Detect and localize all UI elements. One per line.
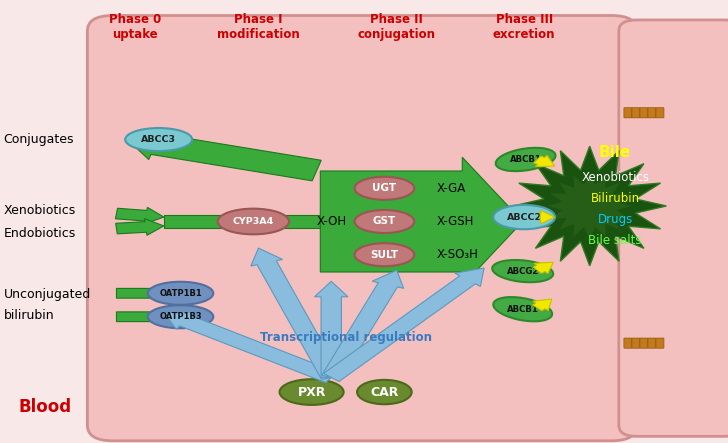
Text: ABCC3: ABCC3 [141,135,176,144]
Polygon shape [116,285,200,301]
FancyBboxPatch shape [632,338,640,348]
Text: Bile salts: Bile salts [588,233,642,247]
Polygon shape [164,312,337,383]
Text: Transcriptional regulation: Transcriptional regulation [260,331,432,344]
Text: Phase III
excretion: Phase III excretion [493,13,555,41]
Polygon shape [323,268,484,381]
Text: Xenobiotics: Xenobiotics [4,204,76,217]
Text: Phase I
modification: Phase I modification [217,13,300,41]
FancyBboxPatch shape [624,108,632,118]
FancyBboxPatch shape [640,108,648,118]
Ellipse shape [355,210,414,233]
Text: Phase II
conjugation: Phase II conjugation [357,13,436,41]
Polygon shape [127,129,321,181]
Text: X-GA: X-GA [437,182,466,195]
FancyBboxPatch shape [648,108,656,118]
Text: UGT: UGT [372,183,397,193]
Polygon shape [533,262,553,274]
Polygon shape [164,215,320,228]
Text: ABCB1: ABCB1 [510,155,542,164]
Text: X-OH: X-OH [317,215,347,228]
Text: bilirubin: bilirubin [4,309,55,322]
Polygon shape [322,270,403,380]
Polygon shape [534,155,555,167]
Text: Blood: Blood [18,398,71,416]
Polygon shape [314,281,348,377]
Text: Endobiotics: Endobiotics [4,227,76,241]
Ellipse shape [355,243,414,266]
Text: CAR: CAR [371,385,398,399]
Text: OATP1B1: OATP1B1 [159,289,202,298]
FancyBboxPatch shape [619,20,728,436]
Ellipse shape [355,177,414,200]
FancyBboxPatch shape [87,16,637,441]
FancyBboxPatch shape [640,338,648,348]
Ellipse shape [494,297,552,321]
Ellipse shape [492,260,553,282]
Text: Xenobiotics: Xenobiotics [581,171,649,184]
Text: SULT: SULT [371,250,398,260]
Text: OATP1B3: OATP1B3 [159,312,202,321]
Text: Bilirubin: Bilirubin [590,192,640,205]
Text: Drugs: Drugs [598,213,633,226]
Text: Bile: Bile [599,145,631,160]
Polygon shape [513,146,666,266]
Ellipse shape [148,282,213,305]
Ellipse shape [218,209,289,234]
Polygon shape [116,309,200,325]
Text: Unconjugated: Unconjugated [4,288,91,301]
Ellipse shape [148,305,213,328]
Polygon shape [547,173,633,239]
FancyBboxPatch shape [632,108,640,118]
Polygon shape [320,157,523,286]
Text: X-SO₃H: X-SO₃H [437,248,479,261]
Ellipse shape [494,205,555,229]
FancyBboxPatch shape [624,338,632,348]
Text: Conjugates: Conjugates [4,133,74,146]
FancyBboxPatch shape [656,108,664,118]
Polygon shape [116,207,164,224]
Polygon shape [533,299,552,311]
Ellipse shape [280,379,344,405]
Text: ABCC2: ABCC2 [507,213,542,222]
Polygon shape [116,218,164,235]
Text: PXR: PXR [298,385,325,399]
Polygon shape [540,210,555,224]
Text: Phase 0
uptake: Phase 0 uptake [108,13,161,41]
Text: ABCB1: ABCB1 [507,305,539,314]
FancyBboxPatch shape [648,338,656,348]
Polygon shape [251,248,341,380]
Text: X-GSH: X-GSH [437,215,474,228]
FancyBboxPatch shape [656,338,664,348]
Text: ABCG2: ABCG2 [507,267,539,276]
Ellipse shape [357,380,412,404]
Text: CYP3A4: CYP3A4 [233,217,274,226]
Ellipse shape [496,148,555,171]
Ellipse shape [125,128,192,151]
Text: GST: GST [373,217,396,226]
